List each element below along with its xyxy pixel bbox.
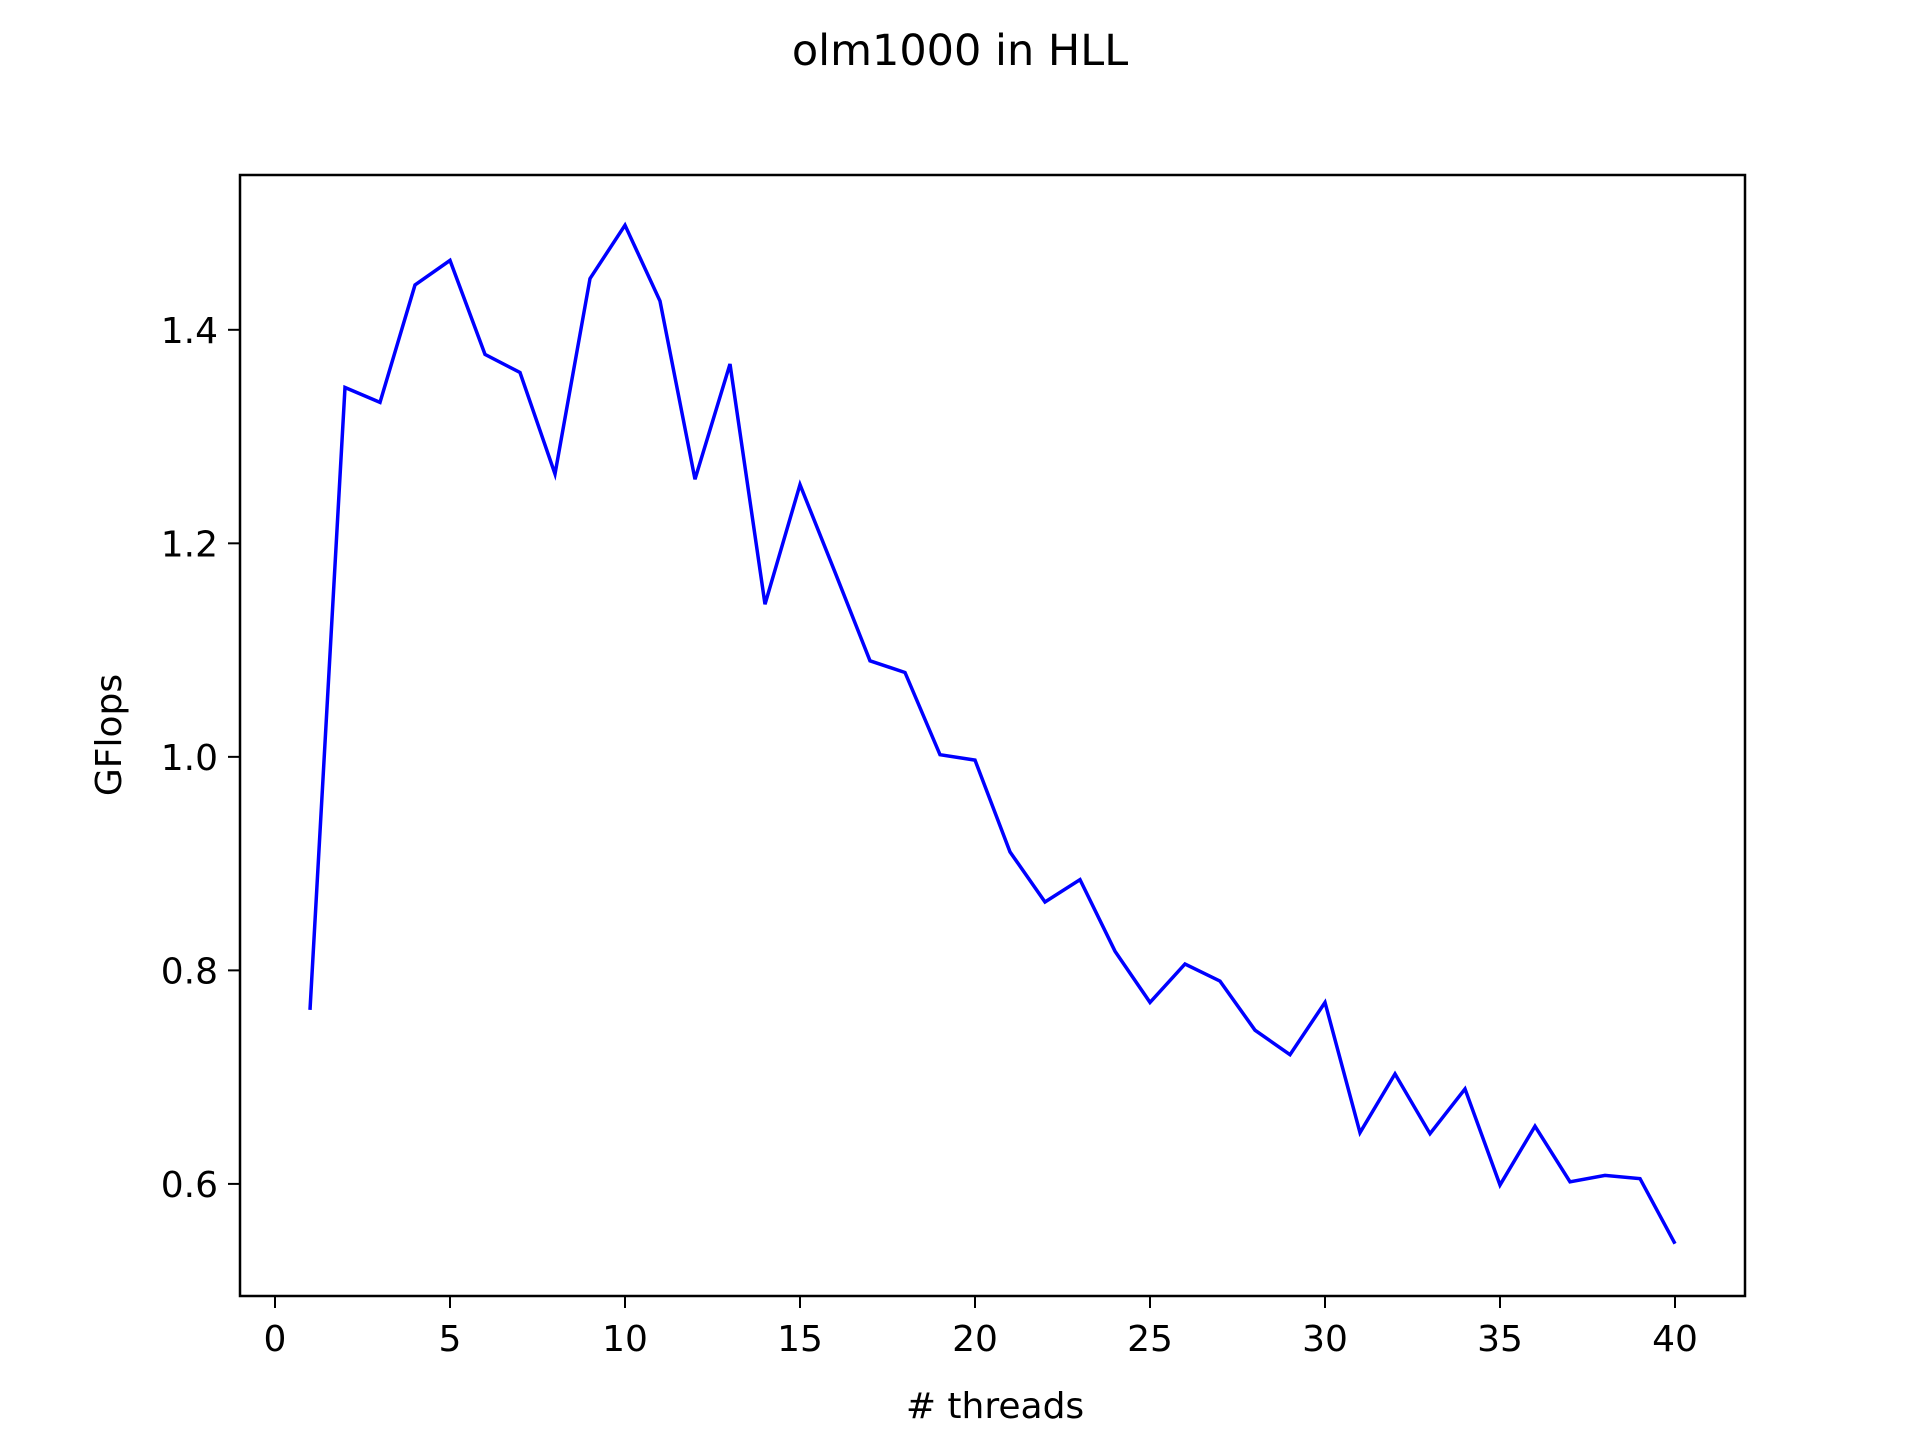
y-tick-label: 0.8 (161, 951, 218, 992)
chart-title: olm1000 in HLL (792, 26, 1128, 76)
series-line-gflops (308, 221, 1677, 1245)
y-tick-label: 1.2 (161, 524, 218, 565)
axes-frame (238, 173, 1747, 1298)
x-tick-label: 35 (1477, 1319, 1523, 1360)
x-tick-label: 5 (439, 1319, 462, 1360)
x-axis-label: # threads (906, 1386, 1084, 1427)
x-tick-label: 40 (1652, 1319, 1698, 1360)
y-axis: 0.6 0.8 1.0 1.2 1.4 (161, 311, 240, 1206)
x-tick-label: 25 (1127, 1319, 1173, 1360)
plot-area (308, 221, 1677, 1245)
x-tick-label: 10 (602, 1319, 648, 1360)
y-tick-label: 1.0 (161, 738, 218, 779)
y-tick-label: 1.4 (161, 311, 218, 352)
x-tick-label: 15 (777, 1319, 823, 1360)
x-axis: 0 5 10 15 20 25 30 35 40 (264, 1296, 1698, 1360)
y-axis-label: GFlops (89, 674, 130, 796)
x-tick-label: 0 (264, 1319, 287, 1360)
x-tick-label: 30 (1302, 1319, 1348, 1360)
y-tick-label: 0.6 (161, 1165, 218, 1206)
x-tick-label: 20 (952, 1319, 998, 1360)
